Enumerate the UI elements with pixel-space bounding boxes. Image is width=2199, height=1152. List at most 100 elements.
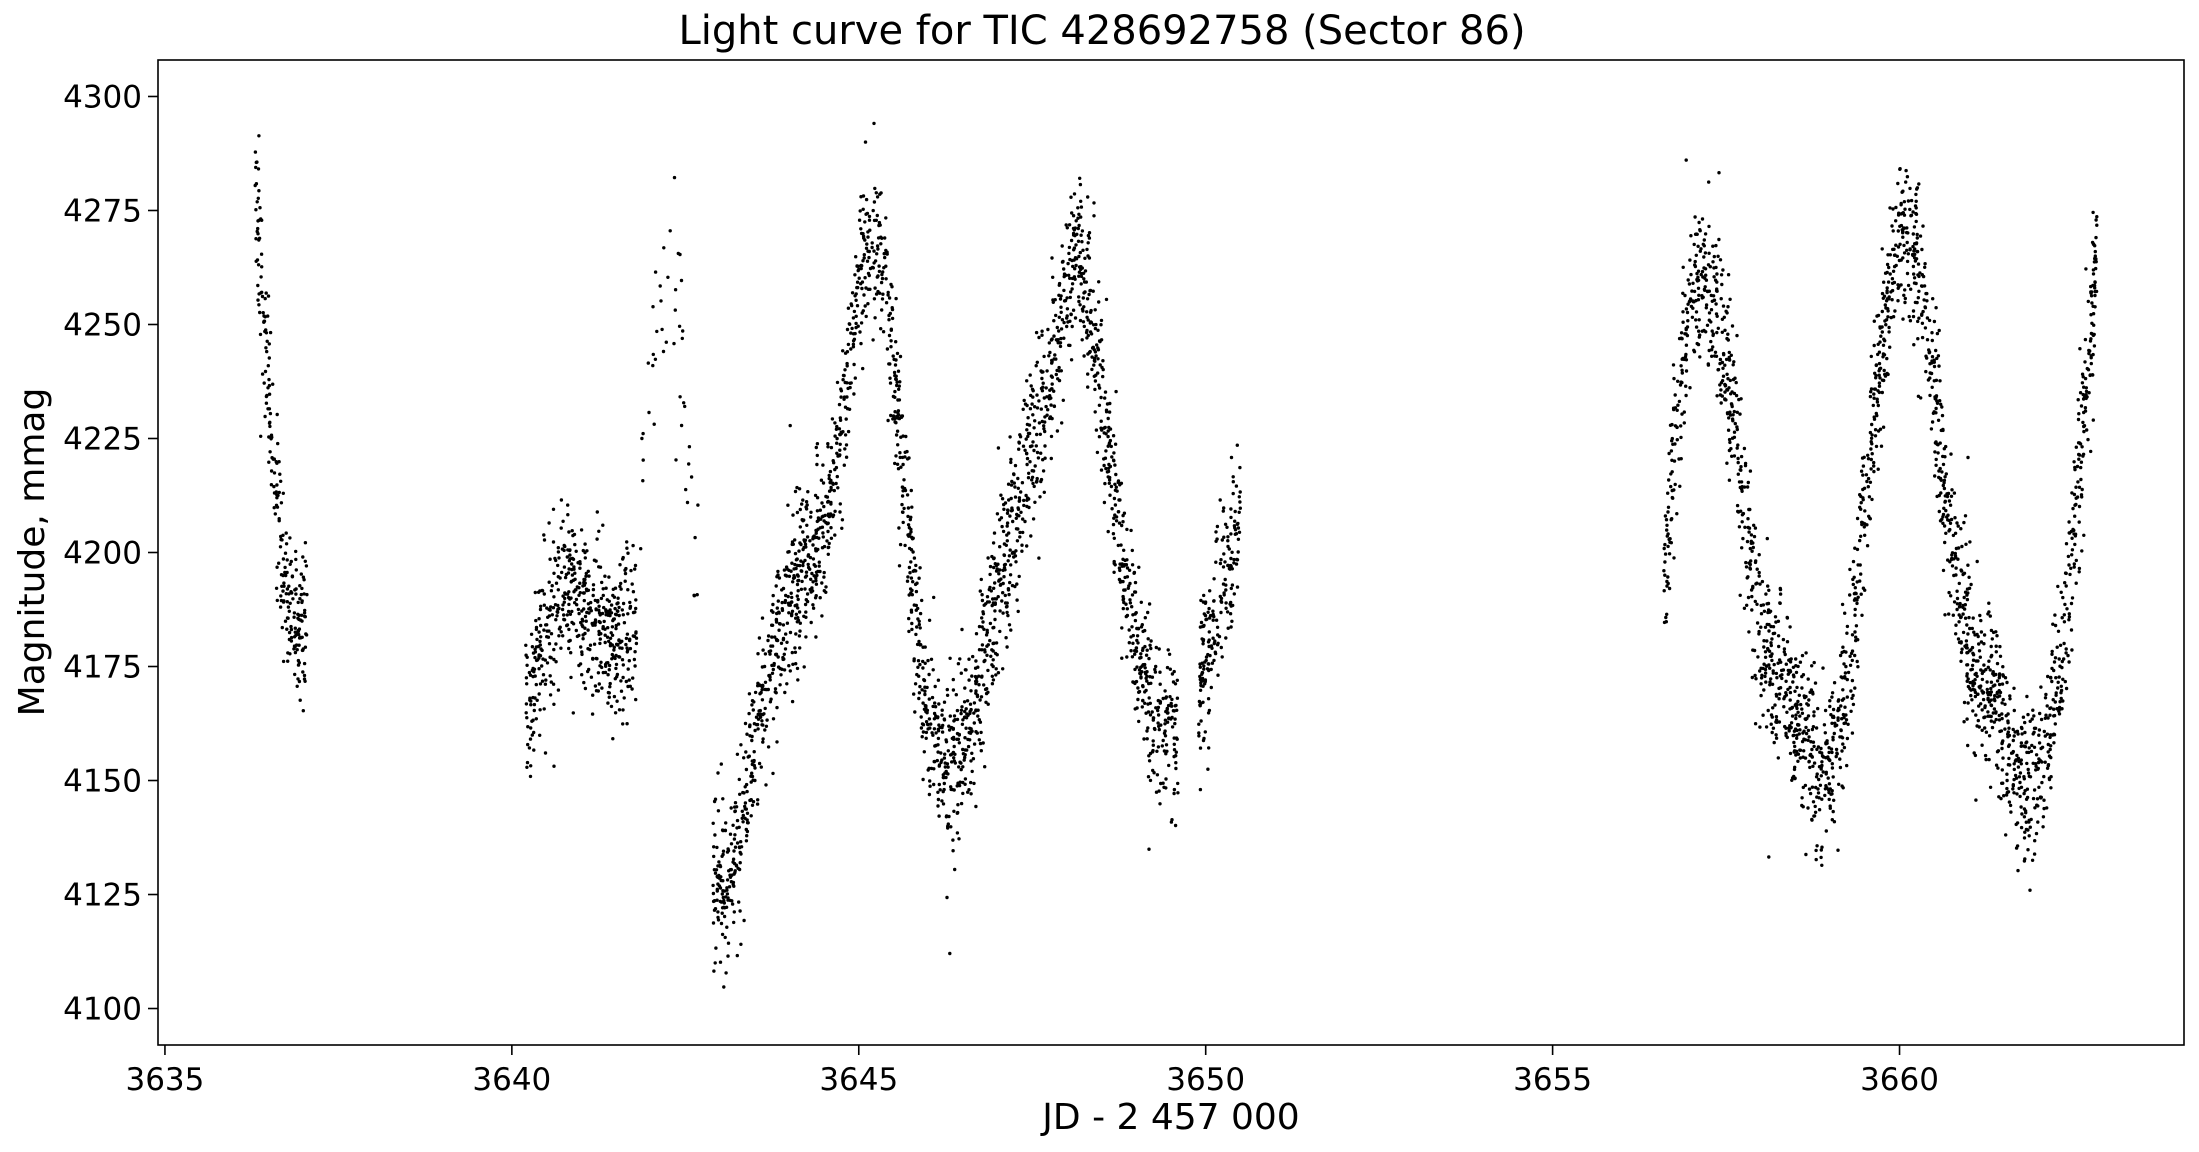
data-point [2023,830,2027,834]
data-point [1016,609,1020,614]
data-point [959,767,963,772]
data-point [634,631,638,635]
data-point [804,598,808,602]
data-point [1887,265,1891,270]
data-point [1745,603,1749,607]
data-point [1940,405,1944,409]
data-point [1994,644,1998,648]
data-point [1078,182,1083,187]
data-point [1872,396,1876,400]
data-point [1823,787,1828,791]
data-point [628,637,632,641]
data-point [582,607,586,611]
data-point [894,377,898,381]
data-point [2006,790,2011,794]
data-point [734,864,739,868]
data-point [2004,793,2009,797]
data-point [302,661,307,666]
data-point [300,599,304,603]
data-point [1684,307,1689,311]
data-point [733,833,737,837]
data-point [1134,646,1139,650]
data-point [639,547,643,551]
data-point [718,864,723,869]
data-point [953,867,957,872]
data-point [1163,718,1168,722]
data-point [1099,323,1103,327]
data-point [272,471,277,475]
data-point [288,601,292,605]
data-point [629,568,633,573]
data-point [2028,825,2033,829]
data-point [1019,490,1023,494]
data-point [2077,457,2081,461]
data-point [1731,413,1735,417]
data-point [820,614,824,618]
data-point [2091,210,2095,215]
data-point [597,604,601,608]
data-point [283,551,288,555]
data-point [715,845,719,850]
data-point [2064,542,2069,546]
data-point [258,332,263,337]
data-point [1073,267,1077,271]
data-point [1025,452,1029,456]
data-point [1946,491,1951,496]
data-point [879,242,883,246]
data-point [1116,510,1121,514]
data-point [1785,710,1789,714]
data-point [862,256,866,260]
data-point [1050,382,1054,386]
data-point [1885,262,1890,267]
data-point [1197,722,1201,726]
data-point [265,349,269,354]
data-point [1757,574,1761,578]
data-point [901,520,905,525]
data-point [525,655,529,659]
data-point [2091,352,2095,357]
data-point [1941,568,1946,573]
data-point [2072,492,2077,497]
data-point [809,515,813,519]
data-point [1117,521,1122,525]
data-point [666,275,670,279]
data-point [257,292,261,296]
data-point [806,562,810,567]
data-point [1811,725,1816,729]
data-point [255,258,260,262]
data-point [1782,650,1787,654]
data-point [837,427,842,431]
data-point [1057,365,1061,370]
data-point [543,682,548,686]
data-point [1022,498,1026,503]
data-point [851,316,856,320]
data-point [1721,268,1725,272]
data-point [964,726,968,730]
data-point [845,395,849,399]
data-point [886,418,890,423]
data-point [1964,639,1969,643]
data-point [1903,207,1907,211]
data-point [1111,434,1116,438]
data-point [1071,308,1076,312]
data-point [277,519,281,523]
data-point [1173,704,1177,708]
data-point [632,634,637,639]
data-point [532,670,536,674]
data-point [954,693,958,697]
data-point [796,616,800,620]
data-point [568,638,572,643]
data-point [1710,329,1714,333]
data-point [1210,661,1215,665]
data-point [761,683,765,687]
data-point [2004,833,2008,837]
data-point [790,540,795,544]
data-point [1122,588,1126,592]
data-point [1207,606,1211,611]
data-point [1199,719,1203,723]
data-point [1966,632,1970,636]
data-point [1944,508,1948,513]
data-point [989,654,993,658]
data-point [955,737,959,741]
data-point [1906,199,1911,203]
